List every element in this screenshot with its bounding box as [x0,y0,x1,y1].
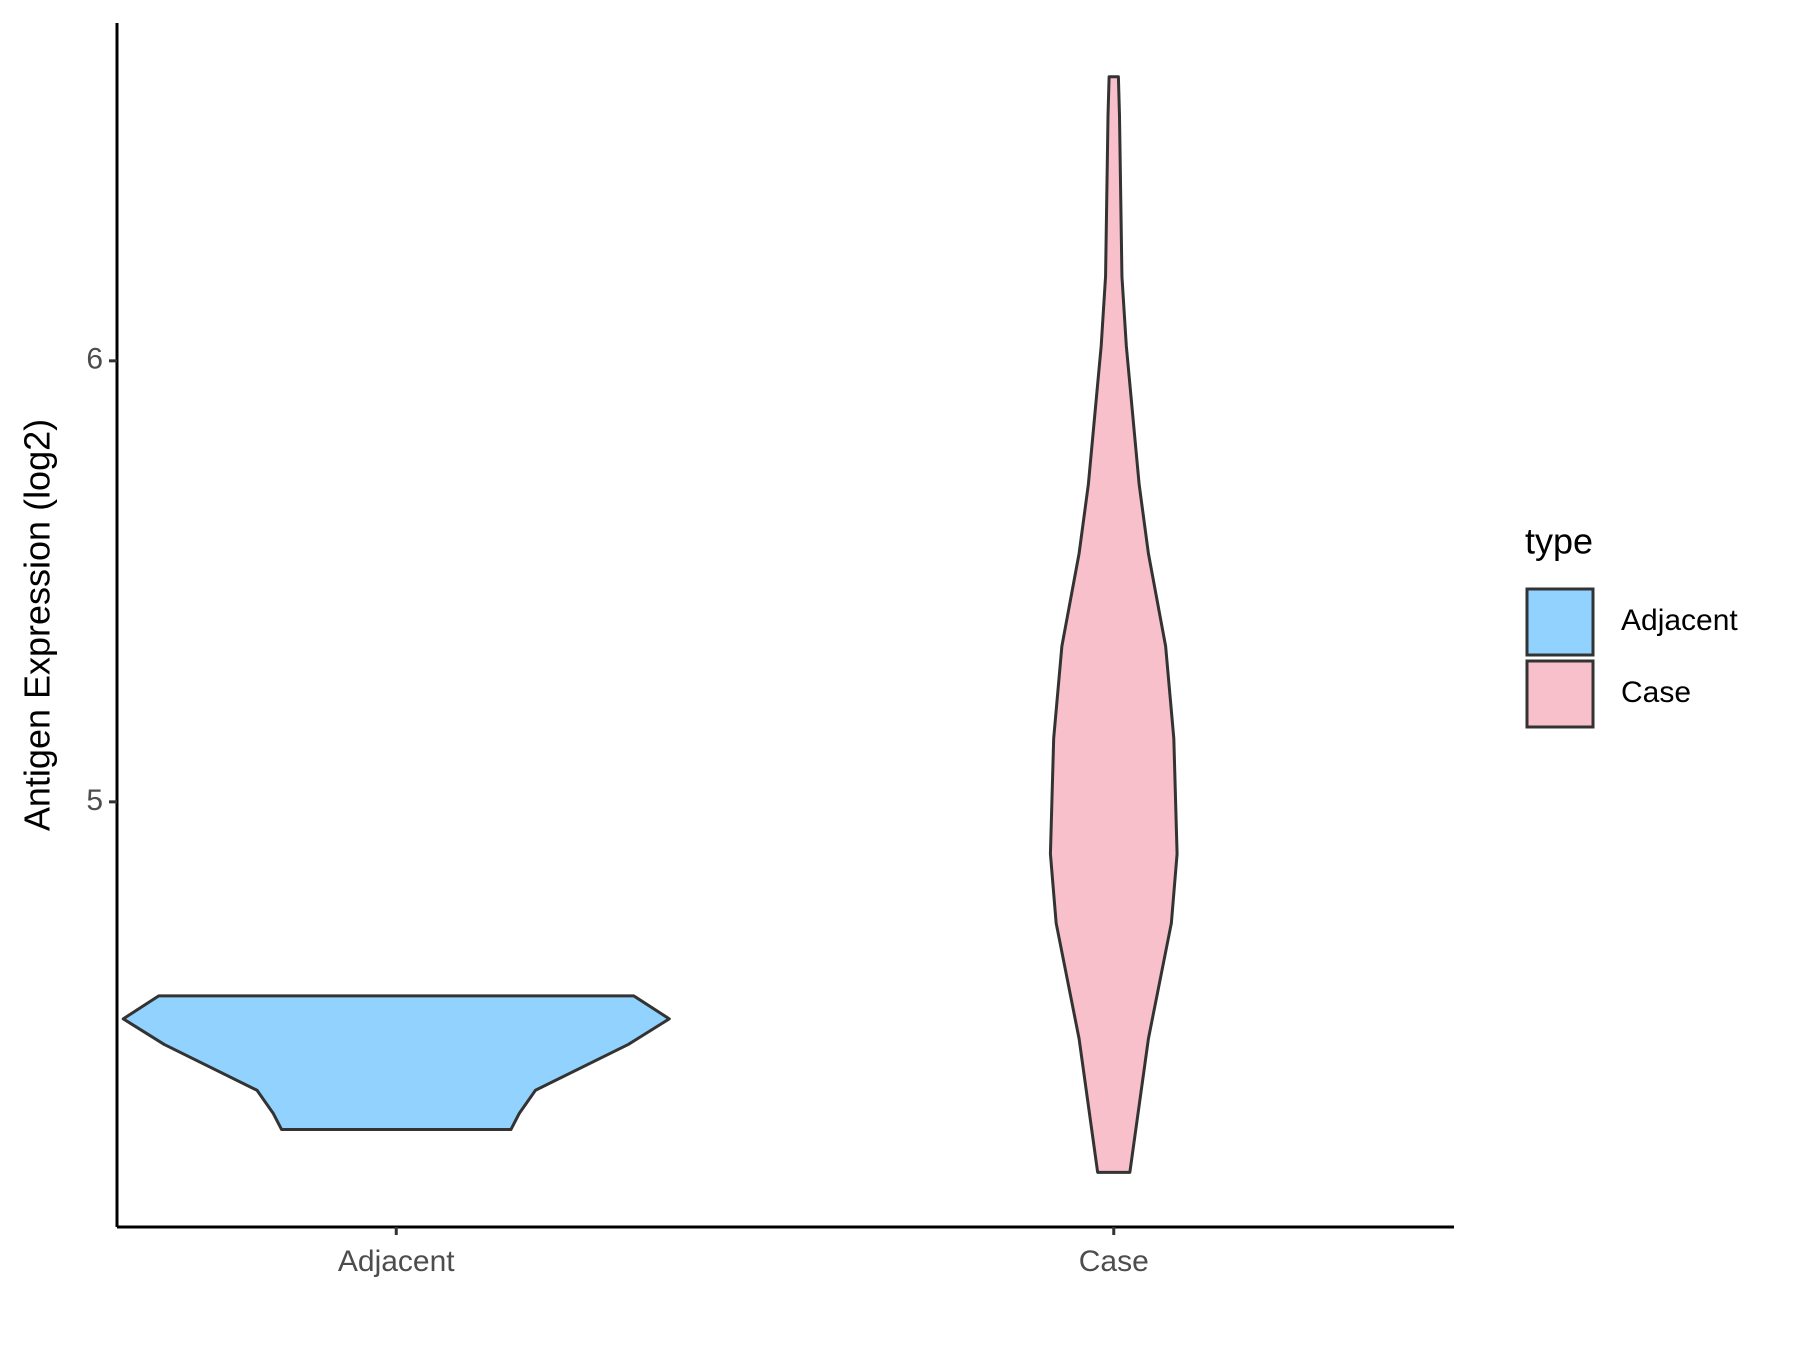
y-tick-label: 5 [86,784,103,817]
legend-label: Case [1621,676,1691,709]
x-tick-label: Adjacent [338,1245,455,1278]
legend-key [1525,587,1595,657]
violin [1048,75,1179,1174]
legend-key [1525,659,1595,729]
legend-title: type [1525,521,1593,562]
legend-label: Adjacent [1621,604,1738,637]
x-tick-label: Case [1079,1245,1149,1278]
violin [121,994,671,1132]
y-axis-title: Antigen Expression (log2) [17,419,58,831]
y-tick-label: 6 [86,343,103,376]
